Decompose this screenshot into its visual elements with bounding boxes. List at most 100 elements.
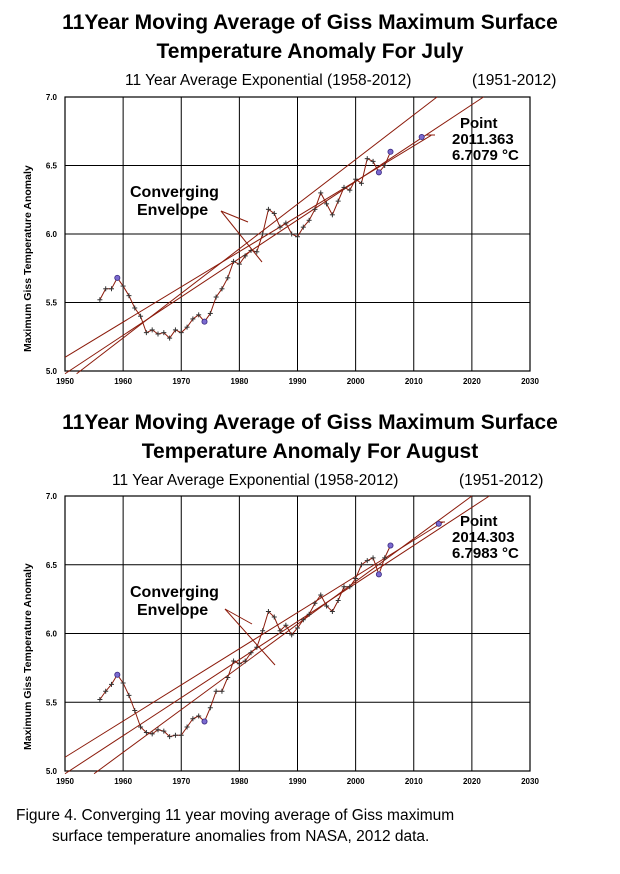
chart2-data-point xyxy=(236,661,242,667)
chart1-trend-line xyxy=(64,96,484,375)
chart2-data-point xyxy=(242,658,248,664)
chart2-data-point xyxy=(143,730,149,735)
chart1-data-point xyxy=(97,297,103,303)
chart1-data-point xyxy=(306,217,312,223)
chart1-marker xyxy=(375,169,382,176)
chart2-plot-frame xyxy=(64,495,531,772)
chart2-point-label: Point xyxy=(460,513,498,530)
chart2-data-point xyxy=(155,727,161,733)
chart2-data-point xyxy=(306,611,312,617)
chart1-data-point xyxy=(161,330,167,336)
chart2-y-tick-label: 5.0 xyxy=(46,767,58,776)
chart2-data-point xyxy=(207,705,213,711)
chart1-data-point xyxy=(312,206,318,212)
chart1-x-tick-label: 2030 xyxy=(521,377,539,386)
chart2-data-point xyxy=(254,644,260,650)
chart2-data-point xyxy=(219,688,225,694)
chart1-data-point xyxy=(132,305,138,311)
chart2-title-line2: Temperature Anomaly For August xyxy=(141,440,479,463)
chart1-data-point xyxy=(271,210,277,216)
chart2-data-point xyxy=(190,716,196,722)
chart2-data-point xyxy=(324,603,330,609)
chart1-data-point xyxy=(231,258,237,264)
chart1-data-point xyxy=(329,212,335,218)
chart2-annotation-pointer xyxy=(224,608,253,625)
chart2-x-tick-label: 2000 xyxy=(347,777,365,786)
chart1-data-point xyxy=(300,224,306,230)
chart2-data-point xyxy=(341,584,347,590)
chart1-annotation-pointer xyxy=(220,210,263,263)
chart2-marker xyxy=(375,571,382,578)
chart1-data-point xyxy=(364,156,370,162)
chart1-data-point xyxy=(318,190,324,196)
chart1-data-point xyxy=(370,158,376,164)
chart1-plot: 1950 1960 1970 1980 1990 2000 2010 2020 2030 5.0 5… xyxy=(46,93,540,386)
chart1-data-point xyxy=(109,286,114,292)
chart2-y-tick-label: 6.0 xyxy=(46,630,58,639)
chart1-title-line1: 11Year Moving Average of Giss Maximum Su… xyxy=(62,11,558,34)
chart1-y-tick-label: 6.0 xyxy=(46,230,58,239)
chart2-data-point xyxy=(358,562,364,568)
chart1-data-point xyxy=(172,327,178,333)
chart2-data-point xyxy=(295,625,300,631)
chart2-annotation-line1: Converging xyxy=(130,584,219,601)
chart1-data-point xyxy=(382,163,388,168)
chart2-data-point xyxy=(318,592,324,598)
chart1-y-tick-label: 7.0 xyxy=(46,93,58,102)
chart2-data-point xyxy=(277,628,283,634)
chart2-x-tick-label: 2030 xyxy=(521,777,539,786)
chart1-x-tick-label: 2000 xyxy=(347,377,365,386)
chart2-data-point xyxy=(283,622,289,628)
chart1-annotation-line2: Envelope xyxy=(137,202,208,219)
chart1-data-point xyxy=(277,224,283,230)
chart1-title: 11Year Moving Average of Giss Maximum Su… xyxy=(0,8,620,66)
chart1-data-point xyxy=(347,187,353,193)
chart1-marker xyxy=(387,148,394,155)
chart1-x-tick-label: 1980 xyxy=(230,377,248,386)
chart1-data-point xyxy=(196,312,202,318)
chart2-data-point xyxy=(103,688,109,694)
chart2-point-y: 6.7983 °C xyxy=(452,545,519,562)
chart2-x-tick-label: 1990 xyxy=(289,777,307,786)
chart2-data-point xyxy=(364,558,370,564)
chart2-data-point xyxy=(109,681,114,687)
chart1-data-point xyxy=(213,294,219,300)
chart1-marker xyxy=(201,318,208,325)
chart2-plot: 1950 1960 1970 1980 1990 2000 2010 2020 2030 5.0 5… xyxy=(46,492,540,786)
chart2-x-tick-label: 1970 xyxy=(172,777,190,786)
chart2-marker xyxy=(201,718,208,725)
chart2-data-point xyxy=(149,731,155,737)
chart2-x-tick-label: 1950 xyxy=(56,777,74,786)
figure-caption: Figure 4. Converging 11 year moving aver… xyxy=(16,805,454,847)
chart2-data-point xyxy=(97,697,103,702)
chart1-data-point xyxy=(120,283,126,289)
chart1-title-line2: Temperature Anomaly For July xyxy=(156,40,464,63)
chart2-x-tick-label: 2020 xyxy=(463,777,481,786)
chart1-data-point xyxy=(324,201,330,207)
chart2-data-point xyxy=(126,692,132,698)
chart2-title-line1: 11Year Moving Average of Giss Maximum Su… xyxy=(62,411,558,434)
chart2-trend-line xyxy=(64,495,490,775)
chart2-data-point xyxy=(312,600,318,606)
chart2-marker xyxy=(114,671,121,678)
chart2-subtitle-right: (1951-2012) xyxy=(459,472,544,489)
chart2-data-point xyxy=(370,555,376,561)
chart2-data-point xyxy=(248,650,254,656)
chart2-data-point xyxy=(335,598,341,603)
chart2-data-point xyxy=(225,675,231,680)
chart1-marker xyxy=(418,134,425,141)
chart1-data-point xyxy=(178,330,184,336)
chart2-x-tick-label: 1960 xyxy=(114,777,132,786)
chart1-x-tick-label: 1990 xyxy=(289,377,307,386)
chart1-data-point xyxy=(190,316,196,322)
chart2-data-point xyxy=(382,555,388,561)
chart2-data-point xyxy=(300,617,306,623)
chart1-data-point xyxy=(242,253,248,259)
chart1-y-tick-label: 6.5 xyxy=(46,162,58,171)
chart2-annotation-line2: Envelope xyxy=(137,602,208,619)
chart2-data-point xyxy=(132,708,138,713)
chart1-data-point xyxy=(289,231,295,237)
chart2-data-point xyxy=(120,680,126,686)
chart2-y-tick-label: 6.5 xyxy=(46,561,58,570)
chart2-data-point xyxy=(196,713,202,719)
